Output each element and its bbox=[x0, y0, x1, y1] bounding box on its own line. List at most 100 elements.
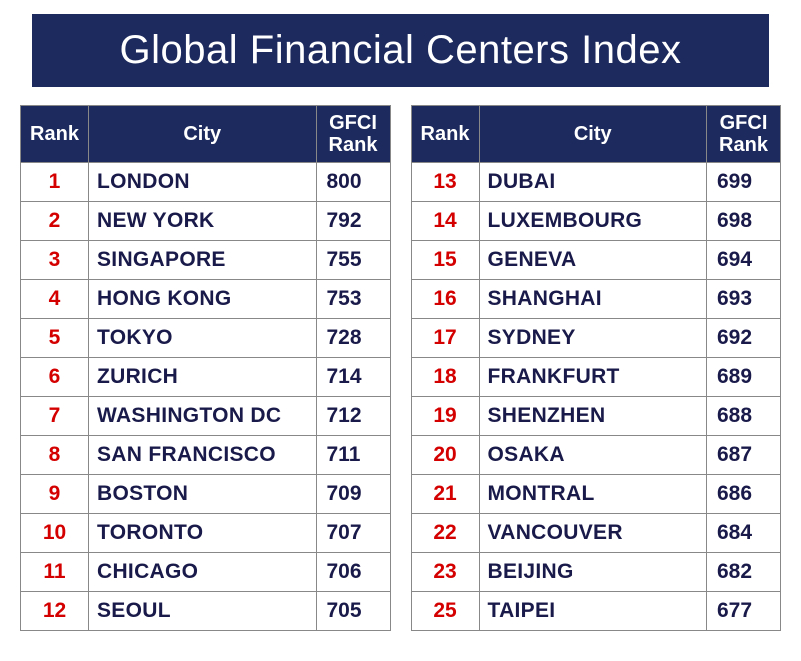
table-header-row: Rank City GFCI Rank bbox=[411, 106, 781, 163]
cell-city: OSAKA bbox=[479, 436, 707, 475]
cell-city: TAIPEI bbox=[479, 592, 707, 631]
cell-gfci: 707 bbox=[316, 514, 390, 553]
cell-rank: 1 bbox=[21, 163, 89, 202]
table-row: 20OSAKA687 bbox=[411, 436, 781, 475]
table-row: 23BEIJING682 bbox=[411, 553, 781, 592]
cell-city: DUBAI bbox=[479, 163, 707, 202]
page-title: Global Financial Centers Index bbox=[32, 14, 769, 87]
cell-gfci: 699 bbox=[707, 163, 781, 202]
cell-gfci: 711 bbox=[316, 436, 390, 475]
cell-gfci: 728 bbox=[316, 319, 390, 358]
table-row: 6ZURICH714 bbox=[21, 358, 391, 397]
cell-city: NEW YORK bbox=[89, 202, 317, 241]
cell-rank: 17 bbox=[411, 319, 479, 358]
cell-rank: 19 bbox=[411, 397, 479, 436]
cell-gfci: 753 bbox=[316, 280, 390, 319]
cell-city: TOKYO bbox=[89, 319, 317, 358]
cell-gfci: 755 bbox=[316, 241, 390, 280]
cell-rank: 12 bbox=[21, 592, 89, 631]
cell-gfci: 686 bbox=[707, 475, 781, 514]
cell-gfci: 800 bbox=[316, 163, 390, 202]
cell-gfci: 677 bbox=[707, 592, 781, 631]
cell-rank: 15 bbox=[411, 241, 479, 280]
table-row: 15GENEVA694 bbox=[411, 241, 781, 280]
table-row: 8SAN FRANCISCO711 bbox=[21, 436, 391, 475]
table-row: 22VANCOUVER684 bbox=[411, 514, 781, 553]
table-row: 17SYDNEY692 bbox=[411, 319, 781, 358]
cell-rank: 7 bbox=[21, 397, 89, 436]
cell-rank: 20 bbox=[411, 436, 479, 475]
cell-rank: 11 bbox=[21, 553, 89, 592]
cell-city: BEIJING bbox=[479, 553, 707, 592]
table-row: 13DUBAI699 bbox=[411, 163, 781, 202]
col-header-gfci: GFCI Rank bbox=[707, 106, 781, 163]
col-header-city: City bbox=[89, 106, 317, 163]
cell-rank: 21 bbox=[411, 475, 479, 514]
cell-city: SHANGHAI bbox=[479, 280, 707, 319]
cell-rank: 9 bbox=[21, 475, 89, 514]
cell-city: SAN FRANCISCO bbox=[89, 436, 317, 475]
rank-table-right: Rank City GFCI Rank 13DUBAI69914LUXEMBOU… bbox=[411, 105, 782, 631]
cell-rank: 5 bbox=[21, 319, 89, 358]
table-row: 1LONDON800 bbox=[21, 163, 391, 202]
table-row: 11CHICAGO706 bbox=[21, 553, 391, 592]
table-row: 21MONTRAL686 bbox=[411, 475, 781, 514]
cell-city: WASHINGTON DC bbox=[89, 397, 317, 436]
col-header-city: City bbox=[479, 106, 707, 163]
table-row: 19SHENZHEN688 bbox=[411, 397, 781, 436]
tables-container: Rank City GFCI Rank 1LONDON8002NEW YORK7… bbox=[18, 105, 783, 631]
table-row: 25TAIPEI677 bbox=[411, 592, 781, 631]
cell-rank: 2 bbox=[21, 202, 89, 241]
cell-city: TORONTO bbox=[89, 514, 317, 553]
rank-table-left: Rank City GFCI Rank 1LONDON8002NEW YORK7… bbox=[20, 105, 391, 631]
cell-gfci: 693 bbox=[707, 280, 781, 319]
cell-city: SHENZHEN bbox=[479, 397, 707, 436]
cell-rank: 8 bbox=[21, 436, 89, 475]
cell-rank: 18 bbox=[411, 358, 479, 397]
cell-city: SINGAPORE bbox=[89, 241, 317, 280]
table-row: 18FRANKFURT689 bbox=[411, 358, 781, 397]
cell-city: LONDON bbox=[89, 163, 317, 202]
table-row: 12SEOUL705 bbox=[21, 592, 391, 631]
cell-rank: 4 bbox=[21, 280, 89, 319]
table-header-row: Rank City GFCI Rank bbox=[21, 106, 391, 163]
cell-rank: 13 bbox=[411, 163, 479, 202]
cell-gfci: 687 bbox=[707, 436, 781, 475]
cell-gfci: 688 bbox=[707, 397, 781, 436]
cell-rank: 23 bbox=[411, 553, 479, 592]
cell-gfci: 682 bbox=[707, 553, 781, 592]
cell-gfci: 792 bbox=[316, 202, 390, 241]
cell-rank: 16 bbox=[411, 280, 479, 319]
table-row: 3SINGAPORE755 bbox=[21, 241, 391, 280]
cell-city: LUXEMBOURG bbox=[479, 202, 707, 241]
col-header-rank: Rank bbox=[411, 106, 479, 163]
cell-city: GENEVA bbox=[479, 241, 707, 280]
cell-gfci: 692 bbox=[707, 319, 781, 358]
cell-city: HONG KONG bbox=[89, 280, 317, 319]
cell-rank: 22 bbox=[411, 514, 479, 553]
cell-gfci: 712 bbox=[316, 397, 390, 436]
cell-city: VANCOUVER bbox=[479, 514, 707, 553]
cell-gfci: 705 bbox=[316, 592, 390, 631]
cell-city: MONTRAL bbox=[479, 475, 707, 514]
table-row: 5TOKYO728 bbox=[21, 319, 391, 358]
cell-rank: 25 bbox=[411, 592, 479, 631]
cell-city: CHICAGO bbox=[89, 553, 317, 592]
col-header-rank: Rank bbox=[21, 106, 89, 163]
table-row: 9BOSTON709 bbox=[21, 475, 391, 514]
table-row: 16SHANGHAI693 bbox=[411, 280, 781, 319]
cell-city: BOSTON bbox=[89, 475, 317, 514]
cell-city: SYDNEY bbox=[479, 319, 707, 358]
cell-gfci: 684 bbox=[707, 514, 781, 553]
table-row: 4HONG KONG753 bbox=[21, 280, 391, 319]
cell-rank: 6 bbox=[21, 358, 89, 397]
col-header-gfci: GFCI Rank bbox=[316, 106, 390, 163]
table-row: 14LUXEMBOURG698 bbox=[411, 202, 781, 241]
cell-gfci: 714 bbox=[316, 358, 390, 397]
cell-gfci: 694 bbox=[707, 241, 781, 280]
table-row: 7WASHINGTON DC712 bbox=[21, 397, 391, 436]
cell-gfci: 709 bbox=[316, 475, 390, 514]
cell-city: FRANKFURT bbox=[479, 358, 707, 397]
cell-gfci: 689 bbox=[707, 358, 781, 397]
cell-gfci: 698 bbox=[707, 202, 781, 241]
